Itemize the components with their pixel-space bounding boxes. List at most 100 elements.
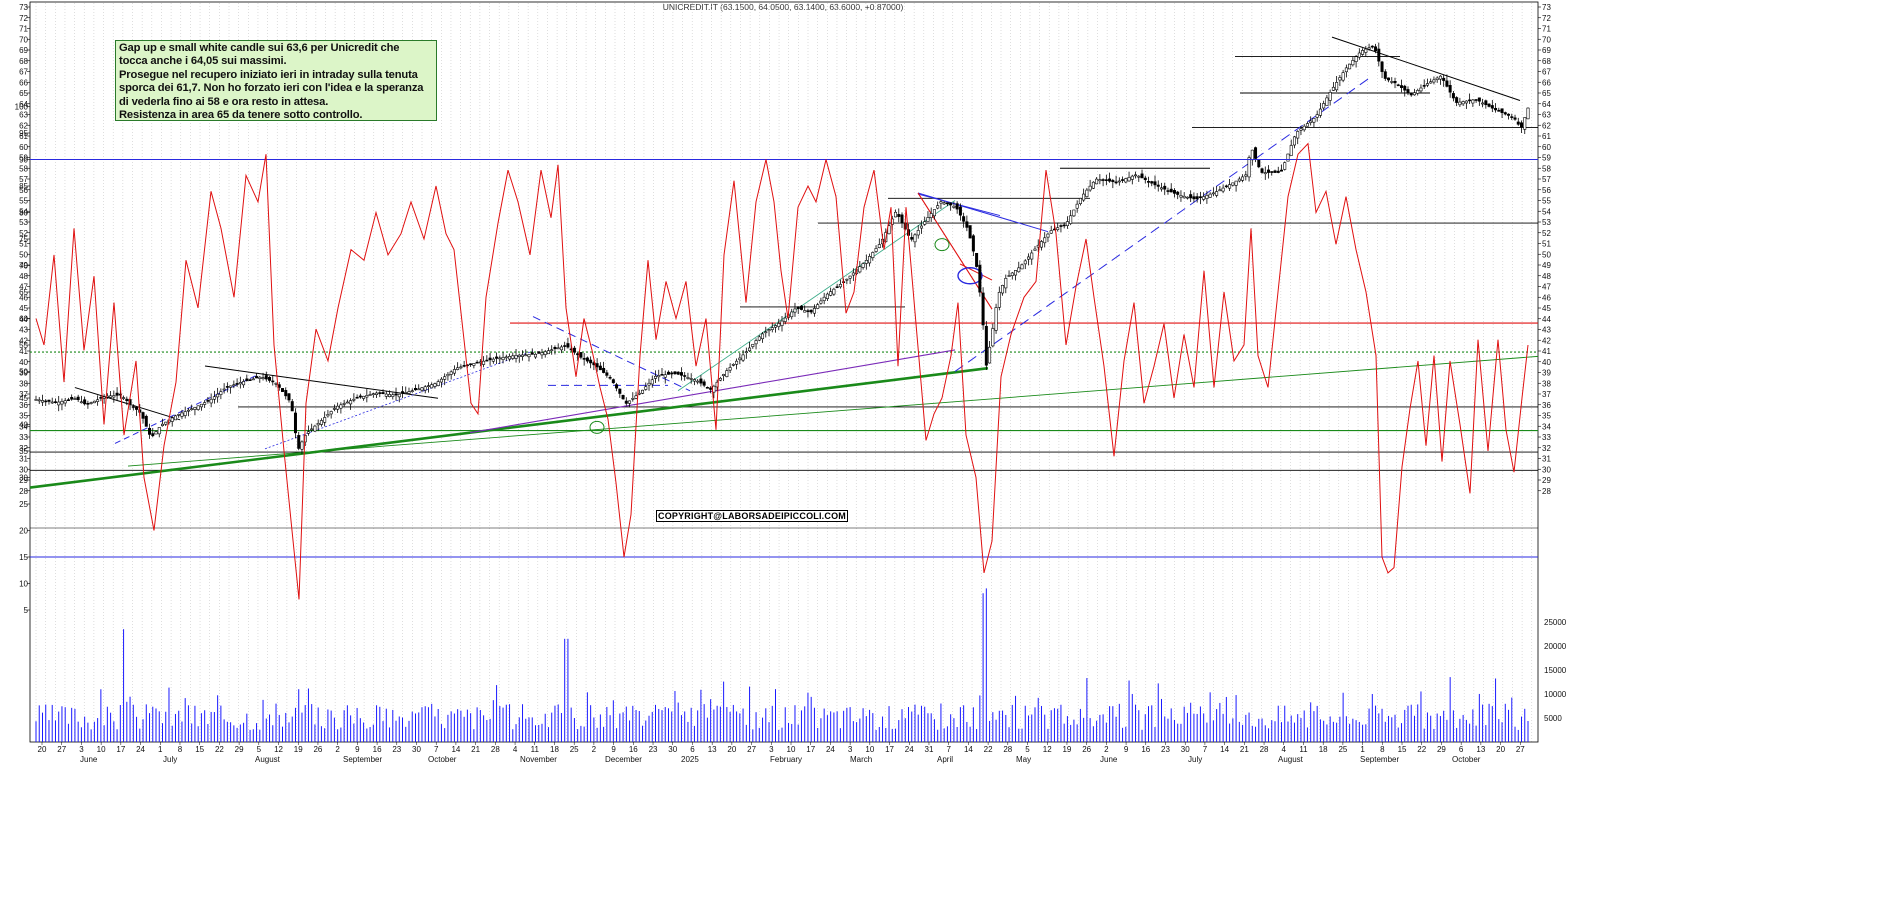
price-tick-label: 31 [1542, 455, 1551, 464]
price-tick-label: 73 [1542, 3, 1551, 12]
osc-tick-label: 70 [19, 262, 28, 271]
osc-tick-label: 80 [19, 209, 28, 218]
candle-body [190, 408, 194, 411]
price-tick-label: 73 [19, 3, 28, 12]
candle-body [79, 401, 83, 404]
candle-body [164, 421, 168, 425]
candle-body [835, 286, 839, 288]
candle-body [1130, 175, 1134, 180]
candle-body [1121, 179, 1125, 181]
candle-body [1095, 178, 1099, 185]
x-day-label: 13 [708, 745, 717, 754]
price-tick-label: 33 [19, 433, 28, 442]
x-day-label: 4 [1282, 745, 1287, 754]
chart-title: UNICREDIT.IT (63.1500, 64.0500, 63.1400,… [662, 2, 904, 12]
price-tick-label: 32 [1542, 444, 1551, 453]
x-day-label: 21 [471, 745, 480, 754]
candle-body [1403, 85, 1407, 91]
price-tick-label: 63 [1542, 111, 1551, 120]
candle-body [751, 343, 755, 347]
candle-body [670, 372, 674, 375]
candle-body [216, 393, 220, 398]
candle-body [611, 379, 615, 384]
x-day-label: 2 [335, 745, 340, 754]
candle-body [605, 372, 609, 376]
candle-body [812, 308, 816, 314]
candle-body [102, 396, 106, 399]
x-month-label: December [605, 755, 642, 764]
candle-body [1429, 81, 1433, 84]
x-day-label: 1 [158, 745, 163, 754]
x-day-label: 19 [1062, 745, 1071, 754]
x-day-label: 29 [235, 745, 244, 754]
volume-tick-label: 10000 [1544, 690, 1567, 699]
candle-body [634, 395, 638, 399]
candle-body [1455, 97, 1459, 103]
candle-body [154, 431, 158, 435]
candle-body [248, 379, 252, 381]
candle-body [255, 376, 259, 379]
x-day-label: 6 [690, 745, 695, 754]
candle-body [1299, 128, 1303, 131]
candle-body [313, 425, 317, 432]
price-tick-label: 52 [19, 229, 28, 238]
candle-body [1435, 77, 1439, 80]
candle-body [1315, 114, 1319, 118]
volume-bars [35, 588, 1529, 742]
x-day-label: 5 [257, 745, 262, 754]
price-tick-label: 62 [1542, 121, 1551, 130]
candle-body [1221, 187, 1225, 192]
price-tick-label: 30 [19, 465, 28, 474]
candle-body [1010, 272, 1014, 276]
x-day-label: 17 [806, 745, 815, 754]
candle-body [135, 406, 139, 410]
x-day-label: 9 [355, 745, 360, 754]
candle-body [994, 307, 998, 331]
candle-body [793, 308, 797, 313]
price-tick-label: 39 [19, 369, 28, 378]
candle-body [845, 278, 849, 281]
candle-body [316, 422, 320, 426]
price-tick-label: 31 [19, 455, 28, 464]
candle-body [890, 218, 894, 225]
candle-body [40, 400, 44, 403]
candle-body [848, 275, 852, 279]
candle-body [628, 400, 632, 404]
candle-body [1438, 75, 1442, 80]
price-tick-label: 41 [1542, 347, 1551, 356]
candle-body [637, 392, 641, 395]
candle-body [193, 407, 197, 410]
candle-body [1117, 180, 1121, 183]
candle-body [1416, 90, 1420, 94]
price-tick-label: 46 [1542, 293, 1551, 302]
x-day-label: 22 [1417, 745, 1426, 754]
osc-tick-label: 75 [19, 235, 28, 244]
price-tick-label: 41 [19, 347, 28, 356]
candle-body [109, 395, 113, 398]
candle-body [1328, 92, 1332, 101]
osc-tick-label: 30 [19, 474, 28, 483]
red-trendline [959, 263, 993, 281]
candle-body [209, 398, 213, 404]
candle-body [196, 405, 200, 410]
x-month-label: September [343, 755, 382, 764]
price-tick-label: 38 [1542, 379, 1551, 388]
candle-body [517, 354, 521, 357]
annotation-line: sporca dei 61,7. Non ho forzato ieri con… [119, 82, 424, 95]
candle-body [676, 371, 680, 375]
candle-body [378, 392, 382, 394]
volume-tick-label: 15000 [1544, 666, 1567, 675]
candle-body [1218, 189, 1222, 192]
x-day-label: 29 [1437, 745, 1446, 754]
candle-body [546, 350, 550, 355]
price-tick-label: 71 [19, 25, 28, 34]
x-day-label: 18 [550, 745, 559, 754]
candle-body [375, 392, 379, 395]
candle-body [1263, 172, 1267, 175]
candle-body [595, 363, 599, 368]
candle-body [1179, 195, 1183, 198]
price-tick-label: 49 [19, 261, 28, 270]
osc-tick-label: 35 [19, 447, 28, 456]
candle-body [783, 317, 787, 322]
x-day-label: 15 [195, 745, 204, 754]
